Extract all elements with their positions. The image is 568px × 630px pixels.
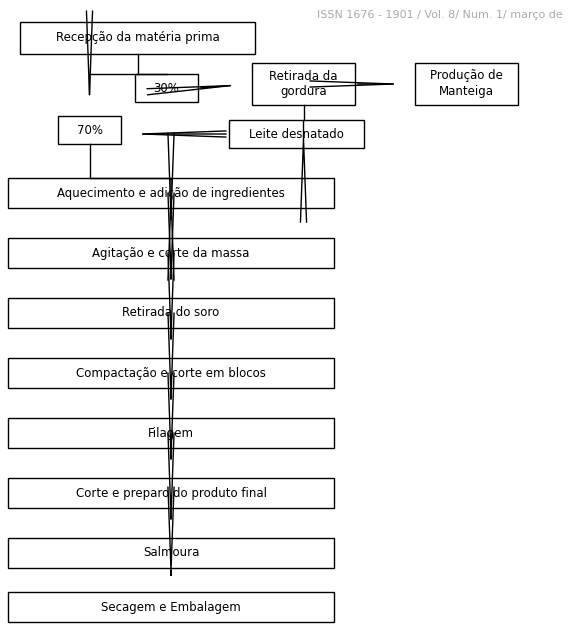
Text: 30%: 30%: [153, 81, 179, 94]
Text: Produção de
Manteiga: Produção de Manteiga: [430, 69, 503, 98]
Bar: [8, 298, 334, 328]
Text: Agitação e corte da massa: Agitação e corte da massa: [93, 246, 250, 260]
Text: 70%: 70%: [77, 123, 102, 137]
Bar: [8, 538, 334, 568]
Bar: [252, 63, 355, 105]
Bar: [8, 592, 334, 622]
Bar: [8, 478, 334, 508]
Bar: [229, 120, 364, 148]
Text: Aquecimento e adição de ingredientes: Aquecimento e adição de ingredientes: [57, 186, 285, 200]
Bar: [135, 74, 198, 102]
Text: Salmoura: Salmoura: [143, 546, 199, 559]
Bar: [20, 22, 255, 54]
Bar: [58, 116, 121, 144]
Text: Retirada da
gordura: Retirada da gordura: [269, 69, 338, 98]
Bar: [8, 358, 334, 388]
Text: Recepção da matéria prima: Recepção da matéria prima: [56, 32, 219, 45]
Bar: [8, 238, 334, 268]
Bar: [415, 63, 518, 105]
Text: Secagem e Embalagem: Secagem e Embalagem: [101, 600, 241, 614]
Text: Retirada do soro: Retirada do soro: [122, 307, 220, 319]
Text: Leite desnatado: Leite desnatado: [249, 127, 344, 140]
Text: Compactação e corte em blocos: Compactação e corte em blocos: [76, 367, 266, 379]
Bar: [8, 418, 334, 448]
Text: Corte e preparo do produto final: Corte e preparo do produto final: [76, 486, 266, 500]
Text: Filagem: Filagem: [148, 427, 194, 440]
Bar: [8, 178, 334, 208]
Text: ISSN 1676 - 1901 / Vol. 8/ Num. 1/ março de: ISSN 1676 - 1901 / Vol. 8/ Num. 1/ março…: [318, 10, 563, 20]
